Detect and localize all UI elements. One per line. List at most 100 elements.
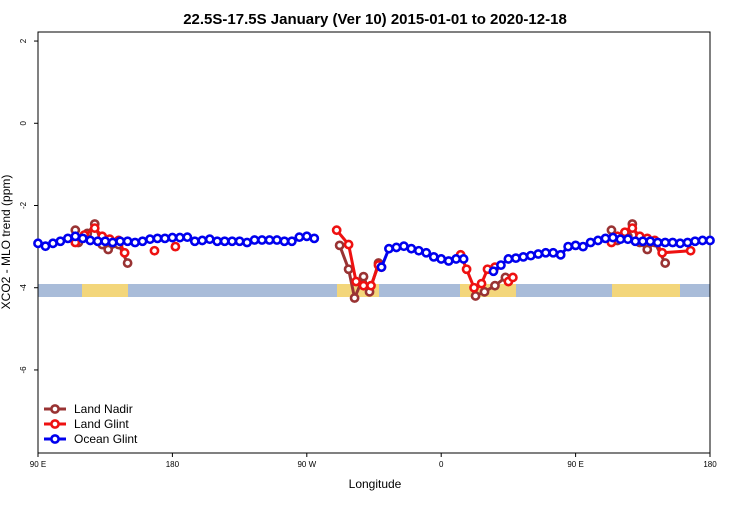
point xyxy=(189,236,200,247)
point xyxy=(115,236,126,247)
point xyxy=(197,235,208,246)
point xyxy=(234,236,245,247)
point xyxy=(55,236,66,247)
point xyxy=(331,225,342,236)
point xyxy=(660,237,671,248)
point xyxy=(286,236,297,247)
point xyxy=(443,256,454,266)
point xyxy=(40,241,51,252)
point xyxy=(376,262,387,273)
point xyxy=(627,223,638,234)
point xyxy=(585,237,596,248)
y-tick-label: -2 xyxy=(19,201,28,209)
point xyxy=(249,235,260,245)
point xyxy=(645,236,656,247)
x-tick-label: 90 E xyxy=(30,460,46,469)
legend-marker xyxy=(50,434,60,444)
point xyxy=(122,258,133,268)
point xyxy=(149,245,160,256)
point xyxy=(219,236,230,247)
point xyxy=(622,234,633,245)
point xyxy=(406,243,417,254)
x-tick-label: 90 W xyxy=(297,460,316,469)
point xyxy=(496,260,506,271)
point xyxy=(398,241,409,252)
y-axis-label: XCO2 - MLO trend (ppm) xyxy=(0,175,13,310)
point xyxy=(682,237,693,248)
point xyxy=(351,276,361,287)
point xyxy=(358,280,369,291)
point xyxy=(476,278,487,289)
point xyxy=(130,237,140,248)
point xyxy=(690,236,700,247)
point xyxy=(630,236,641,247)
point xyxy=(119,247,130,258)
point xyxy=(70,231,81,242)
point xyxy=(479,286,490,297)
point xyxy=(107,237,118,248)
point xyxy=(294,232,305,243)
point xyxy=(182,232,193,243)
point xyxy=(358,271,369,282)
x-tick-label: 180 xyxy=(166,460,180,469)
point xyxy=(518,251,529,262)
point xyxy=(593,235,603,246)
point xyxy=(490,280,500,291)
point xyxy=(33,238,43,249)
point xyxy=(92,236,103,247)
point xyxy=(436,254,447,264)
point xyxy=(705,235,715,246)
y-tick-label: 2 xyxy=(19,38,28,43)
legend-label: Land Nadir xyxy=(74,402,133,416)
point xyxy=(174,232,185,243)
point xyxy=(642,244,653,255)
y-tick-label: -4 xyxy=(19,284,28,292)
point xyxy=(697,235,708,246)
point xyxy=(301,231,312,242)
point xyxy=(212,236,223,247)
legend-marker xyxy=(50,404,60,414)
point xyxy=(89,223,100,234)
point xyxy=(152,233,163,244)
point xyxy=(384,243,394,254)
x-tick-label: 180 xyxy=(703,460,717,469)
legend-label: Land Glint xyxy=(74,417,129,431)
point xyxy=(461,264,472,275)
point xyxy=(503,254,514,264)
point xyxy=(675,238,686,249)
point xyxy=(555,249,566,260)
point xyxy=(660,258,671,268)
x-tick-label: 0 xyxy=(439,460,444,469)
point xyxy=(667,237,678,248)
point xyxy=(488,266,499,277)
x-axis-label: Longitude xyxy=(349,477,402,491)
point xyxy=(343,239,354,250)
point xyxy=(428,251,439,262)
point xyxy=(563,241,574,252)
point xyxy=(578,241,588,252)
point xyxy=(349,293,360,303)
point xyxy=(85,235,96,246)
point xyxy=(145,234,155,245)
point xyxy=(533,249,544,259)
point xyxy=(507,272,518,283)
point xyxy=(540,247,551,258)
point xyxy=(637,236,648,247)
y-tick-label: 0 xyxy=(19,120,28,125)
point xyxy=(470,291,481,301)
point xyxy=(413,245,424,256)
chart-title: 22.5S-17.5S January (Ver 10) 2015-01-01 … xyxy=(183,11,567,28)
legend-label: Ocean Glint xyxy=(74,432,138,446)
point xyxy=(510,253,521,264)
point xyxy=(309,233,320,244)
point xyxy=(600,233,611,244)
point xyxy=(608,232,618,243)
point xyxy=(137,236,148,247)
point xyxy=(334,240,345,251)
point xyxy=(77,233,88,244)
point xyxy=(458,254,469,264)
point xyxy=(100,236,111,247)
point xyxy=(451,254,462,264)
point xyxy=(548,247,559,258)
